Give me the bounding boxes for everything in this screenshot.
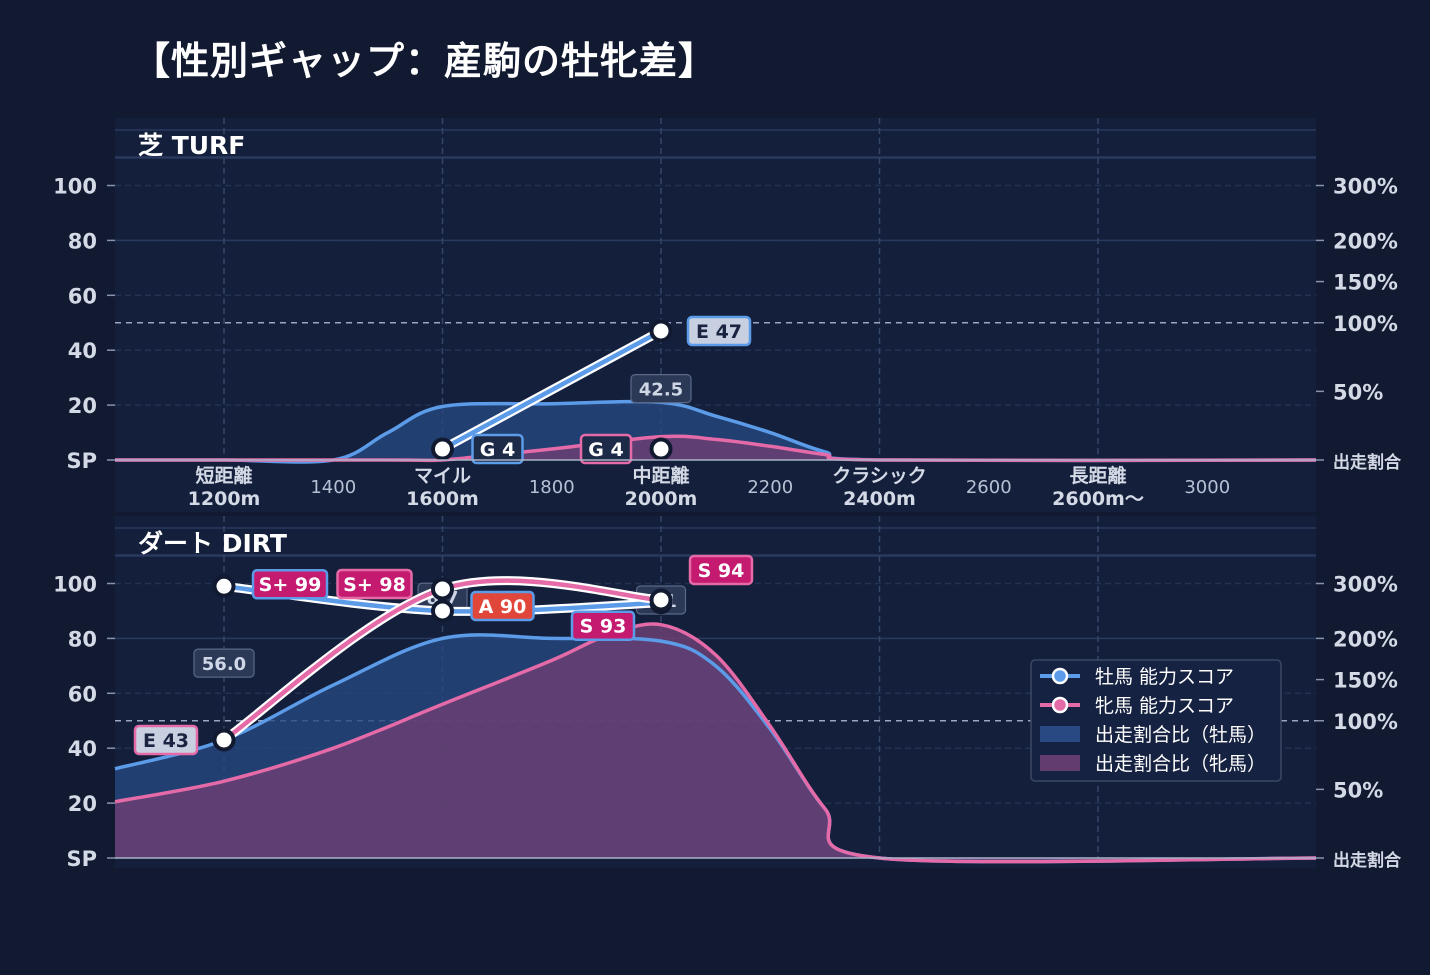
grade-badge-label: S+ 98 xyxy=(343,574,406,596)
grade-badge xyxy=(471,433,524,465)
x-category-label: 中距離 xyxy=(632,464,689,487)
gap-annotation: 42.5 xyxy=(639,380,683,401)
x-category-sub-label: 2400m xyxy=(843,488,916,510)
grade-badge-label: S+ 99 xyxy=(259,574,322,596)
panel-title: ダート DIRT xyxy=(138,529,287,558)
legend-label: 出走割合比（牡馬） xyxy=(1095,724,1266,746)
y2-tick-label: 出走割合 xyxy=(1333,452,1402,473)
legend-item: 牡馬 能力スコア xyxy=(1040,666,1234,688)
y-tick-label: 60 xyxy=(68,682,97,706)
x-tick-label: 1400 xyxy=(310,477,356,498)
x-tick-label: 1800 xyxy=(529,477,575,498)
x-category-sub-label: 1600m xyxy=(406,488,479,510)
score-point-marker xyxy=(649,437,673,461)
grade-badge-label: E 47 xyxy=(696,321,742,343)
y-tick-label: 20 xyxy=(68,792,97,816)
y2-tick-label: 300% xyxy=(1333,175,1398,199)
gap-annotation-box xyxy=(630,374,692,404)
x-category-sub-label: 2000m xyxy=(625,488,698,510)
y2-tick-label: 150% xyxy=(1333,669,1398,693)
chart-panel-dirt: SP 20 40 60 80 100 出走割合 50% 100% 150% 200% 300% ダート … xyxy=(53,516,1402,871)
grade-badge xyxy=(688,554,754,586)
grade-badge-label: S 94 xyxy=(698,560,745,582)
legend-item: 出走割合比（牡馬） xyxy=(1040,724,1266,746)
legend-area-swatch xyxy=(1040,755,1080,771)
x-tick-label: 2200 xyxy=(747,477,793,498)
y-tick-label: 100 xyxy=(53,175,97,199)
y2-tick-label: 100% xyxy=(1333,710,1398,734)
x-category-sub-label: 1200m xyxy=(188,488,261,510)
score-point-marker xyxy=(431,437,454,461)
x-category-label: 長距離 xyxy=(1069,464,1126,487)
chart-panel-turf: SP 20 40 60 80 100 出走割合 50% 100% 150% 200% 300% 芝 TU… xyxy=(53,118,1402,512)
y-tick-label: 80 xyxy=(68,229,97,253)
y-tick-label: 40 xyxy=(68,737,97,761)
legend-label: 牝馬 能力スコア xyxy=(1095,695,1234,717)
grade-badge-label: G 4 xyxy=(480,439,515,461)
grade-badge xyxy=(251,568,329,600)
female-ratio-area xyxy=(115,436,1316,461)
legend-label: 出走割合比（牝馬） xyxy=(1095,753,1266,775)
gap-annotation: 56.0 xyxy=(202,654,246,675)
y2-tick-label: 200% xyxy=(1333,627,1398,651)
gap-annotation-box xyxy=(193,648,255,678)
y2-tick-label: 50% xyxy=(1333,778,1383,802)
y-tick-label: 80 xyxy=(68,627,97,651)
y-tick-label: 20 xyxy=(68,394,97,418)
legend-marker xyxy=(1051,667,1069,685)
panel-title: 芝 TURF xyxy=(138,131,245,160)
grade-badge xyxy=(133,724,199,756)
grade-badge-label: S 93 xyxy=(580,616,627,638)
y-tick-label: SP xyxy=(66,847,97,871)
y-tick-label: 40 xyxy=(68,339,97,363)
legend-box xyxy=(1030,659,1282,782)
x-category-label: クラシック xyxy=(832,465,927,487)
grade-badge xyxy=(686,315,752,347)
grade-badge-label: G 4 xyxy=(588,439,623,461)
score-point-marker xyxy=(649,588,673,612)
x-category-label: マイル xyxy=(414,465,471,487)
x-category-sub-label: 2600m〜 xyxy=(1052,488,1144,510)
y2-tick-label: 200% xyxy=(1333,229,1398,253)
x-tick-label: 2600 xyxy=(966,477,1012,498)
score-point-marker xyxy=(431,577,454,601)
y-tick-label: SP xyxy=(66,449,97,473)
y-tick-label: 100 xyxy=(53,573,97,597)
score-point-marker xyxy=(212,574,236,598)
legend-item: 牝馬 能力スコア xyxy=(1040,695,1234,717)
page-title: 【性別ギャップ：産駒の牡牝差】 xyxy=(132,39,718,83)
legend-item: 出走割合比（牝馬） xyxy=(1040,753,1266,775)
female-ratio-area xyxy=(115,623,1316,862)
y-tick-label: 60 xyxy=(68,284,97,308)
grade-badge xyxy=(470,590,535,622)
grade-badge xyxy=(570,610,636,641)
x-tick-label: 3000 xyxy=(1184,477,1230,498)
score-point-marker xyxy=(431,599,454,623)
y2-tick-label: 150% xyxy=(1333,271,1398,295)
grade-badge xyxy=(336,568,413,600)
y2-tick-label: 出走割合 xyxy=(1333,850,1402,871)
x-category-label: 短距離 xyxy=(195,464,252,487)
grade-badge-label: A 90 xyxy=(479,596,527,618)
grade-badge-label: E 43 xyxy=(143,730,189,752)
legend-label: 牡馬 能力スコア xyxy=(1095,666,1234,688)
legend-area-swatch xyxy=(1040,726,1080,742)
male-score-line xyxy=(441,329,663,451)
score-point-marker xyxy=(212,728,236,752)
y2-tick-label: 50% xyxy=(1333,380,1383,404)
y2-tick-label: 300% xyxy=(1333,573,1398,597)
grade-badge xyxy=(579,433,633,465)
legend-marker xyxy=(1051,696,1069,714)
score-point-marker xyxy=(649,319,673,343)
y2-tick-label: 100% xyxy=(1333,312,1398,336)
